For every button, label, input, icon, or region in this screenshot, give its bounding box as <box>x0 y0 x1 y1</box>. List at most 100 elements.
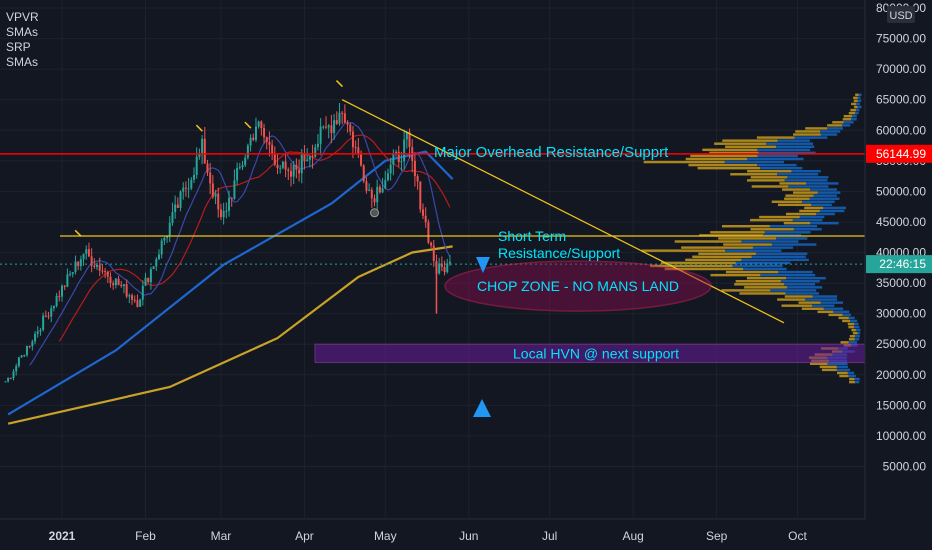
vp-bar-gold <box>685 258 742 262</box>
vp-bar-blue <box>857 105 862 109</box>
vp-bar-blue <box>848 316 855 320</box>
candle-up <box>17 357 20 367</box>
vp-bar-gold <box>819 365 837 369</box>
vp-bar-gold <box>714 142 767 145</box>
vp-bar-blue <box>809 197 840 200</box>
vp-bar-gold <box>777 298 806 301</box>
legend-vpvr[interactable]: VPVR <box>6 10 39 24</box>
legend-smas-2[interactable]: SMAs <box>6 55 39 69</box>
vp-bar-blue <box>743 267 787 271</box>
candle-up <box>368 189 371 191</box>
vp-bar-gold <box>710 231 765 234</box>
candle-down <box>349 124 352 132</box>
candle-down <box>360 153 363 166</box>
vp-bar-gold <box>721 289 771 292</box>
vp-bar-blue <box>788 185 829 188</box>
candle-up <box>69 273 72 275</box>
vp-bar-gold <box>664 267 744 271</box>
vp-bar-gold <box>718 237 776 240</box>
candle-up <box>42 315 45 330</box>
vp-bar-blue <box>760 166 803 170</box>
candle-up <box>61 285 63 297</box>
vp-bar-gold <box>751 185 789 188</box>
vp-bar-blue <box>851 118 857 121</box>
candle-down <box>303 153 306 162</box>
candle-down <box>413 160 416 177</box>
candle-down <box>435 261 438 274</box>
x-tick-label: Oct <box>788 529 807 543</box>
vp-bar-gold <box>850 108 856 112</box>
vp-bar-gold <box>793 133 821 136</box>
vp-bar-blue <box>858 93 862 97</box>
candle-up <box>405 131 408 140</box>
candle-down <box>219 209 222 218</box>
candle-up <box>300 153 303 174</box>
vp-bar-blue <box>799 215 825 219</box>
vp-bar-blue <box>777 173 819 176</box>
vp-bar-gold <box>832 121 844 124</box>
candle-up <box>166 235 169 238</box>
vp-bar-blue <box>755 252 808 255</box>
candle-up <box>74 261 77 273</box>
vp-bar-gold <box>685 157 748 161</box>
vp-bar-blue <box>816 212 835 216</box>
vp-bar-blue <box>823 206 847 210</box>
candle-up <box>52 306 55 309</box>
candle-up <box>233 180 236 199</box>
vp-bar-gold <box>722 139 778 142</box>
vp-bar-gold <box>784 197 810 200</box>
candle-down <box>263 127 266 138</box>
candle-up <box>4 381 7 383</box>
annotation-major: Major Overhead Resistance/Supprt <box>434 144 669 161</box>
candle-up <box>241 165 244 168</box>
vp-bar-blue <box>849 319 858 323</box>
vp-bar-gold <box>851 328 856 332</box>
chop-ellipse <box>444 260 712 312</box>
vp-bar-blue <box>770 289 817 292</box>
legend-smas[interactable]: SMAs <box>6 25 39 39</box>
vp-bar-blue <box>813 194 837 197</box>
candle-down <box>44 315 47 317</box>
y-tick-label: 70000.00 <box>876 62 926 76</box>
pivot-marker-icon <box>335 80 344 88</box>
annotation-hvn: Local HVN @ next support <box>513 345 679 361</box>
vp-bar-gold <box>725 270 779 274</box>
vp-bar-blue <box>820 133 838 136</box>
candle-up <box>160 240 163 255</box>
x-tick-label: Aug <box>622 529 643 543</box>
candle-up <box>249 137 252 146</box>
legend-srp[interactable]: SRP <box>6 40 31 54</box>
vp-bar-gold <box>804 206 824 210</box>
y-tick-label: 5000.00 <box>883 459 927 473</box>
candle-up <box>79 259 82 267</box>
vp-bar-gold <box>756 136 795 139</box>
vp-bar-blue <box>791 169 821 173</box>
candle-up <box>179 191 182 208</box>
sma-lines <box>7 121 454 425</box>
vp-bar-gold <box>809 362 828 365</box>
vp-bar-blue <box>769 224 818 228</box>
candle-up <box>279 167 282 169</box>
candle-down <box>211 183 214 197</box>
vp-bar-blue <box>752 246 794 249</box>
candle-down <box>273 154 276 165</box>
candle-down <box>298 169 301 174</box>
vp-bar-blue <box>786 276 826 280</box>
vp-bar-blue <box>805 298 837 301</box>
candle-down <box>136 300 139 307</box>
vp-bar-gold <box>643 160 725 164</box>
vp-bar-gold <box>750 218 793 222</box>
candle-down <box>90 256 93 266</box>
vp-bar-gold <box>777 203 812 207</box>
candle-up <box>66 274 69 287</box>
x-tick-label: Feb <box>135 529 156 543</box>
candle-down <box>427 222 430 243</box>
candle-up <box>306 159 309 162</box>
candle-up <box>338 112 341 124</box>
vp-bar-gold <box>730 173 778 176</box>
vp-bar-gold <box>795 130 820 133</box>
candle-up <box>386 173 389 181</box>
candle-up <box>144 277 147 286</box>
vp-bar-gold <box>781 304 813 307</box>
